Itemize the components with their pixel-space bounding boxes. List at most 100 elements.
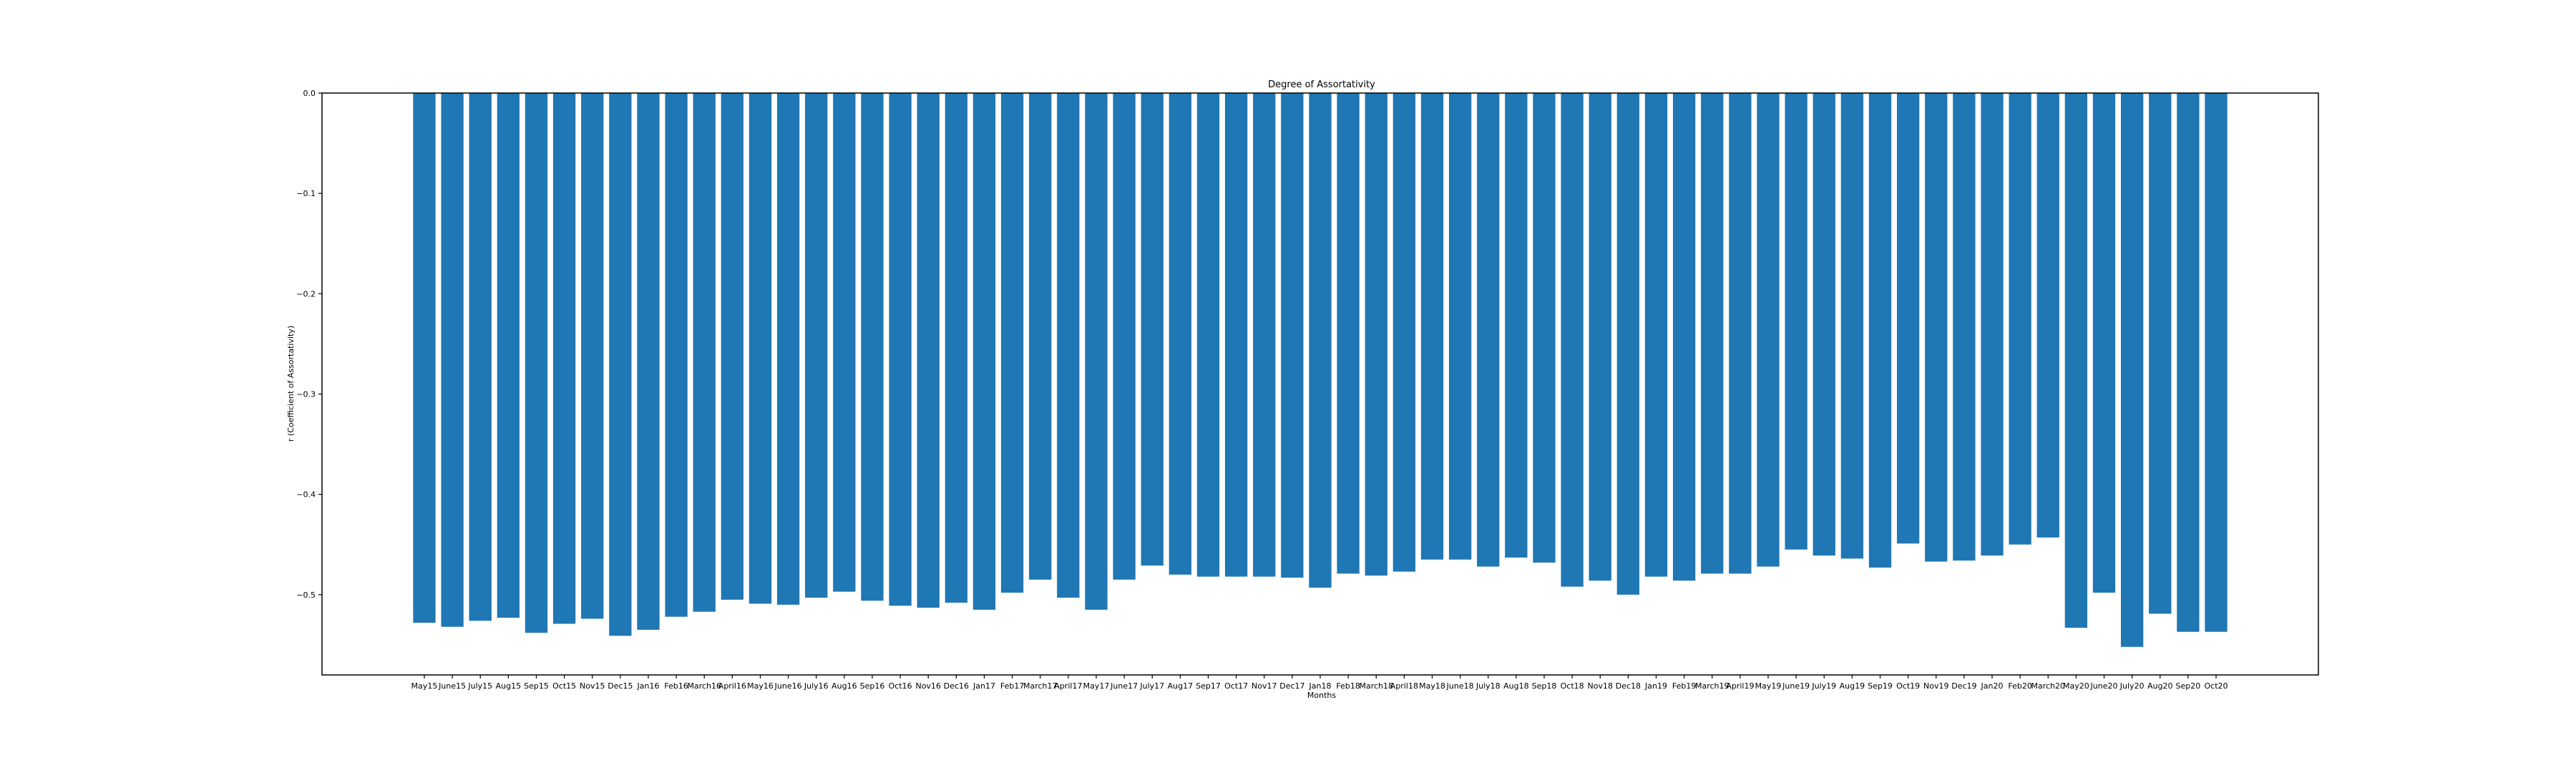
- x-tick-label: March19: [1695, 681, 1729, 691]
- x-tick-label: March16: [687, 681, 721, 691]
- bar-May17: [1085, 93, 1108, 610]
- x-tick-label: June17: [1110, 681, 1138, 691]
- x-tick-label: June18: [1446, 681, 1474, 691]
- x-tick-label: Sep20: [2176, 681, 2201, 691]
- bar-March17: [1029, 93, 1052, 580]
- bar-Dec19: [1953, 93, 1976, 561]
- y-tick-label: −0.2: [296, 289, 316, 298]
- bar-March20: [2036, 93, 2059, 538]
- bar-June19: [1785, 93, 1807, 550]
- x-tick-label: Nov16: [916, 681, 941, 691]
- y-tick-label: −0.1: [296, 189, 316, 198]
- bar-Aug20: [2149, 93, 2172, 614]
- bar-Jan18: [1309, 93, 1332, 588]
- bar-May18: [1420, 93, 1444, 560]
- x-tick-label: Dec18: [1616, 681, 1641, 691]
- x-tick-label: Oct16: [889, 681, 912, 691]
- x-tick-label: July17: [1139, 681, 1164, 691]
- chart-title: Degree of Assortativity: [1268, 79, 1375, 90]
- bar-Jan20: [1981, 93, 2004, 556]
- x-tick-label: Dec15: [608, 681, 633, 691]
- bar-Feb17: [1000, 93, 1024, 593]
- bar-May15: [413, 93, 436, 623]
- x-tick-label: Sep18: [1532, 681, 1557, 691]
- x-tick-label: Nov15: [580, 681, 605, 691]
- bar-Nov15: [581, 93, 604, 619]
- x-tick-label: Oct19: [1896, 681, 1920, 691]
- x-tick-label: Jan20: [1981, 681, 2004, 691]
- bar-Aug17: [1169, 93, 1192, 575]
- x-tick-label: Jan18: [1309, 681, 1332, 691]
- bar-July18: [1477, 93, 1500, 567]
- x-tick-label: May15: [411, 681, 438, 691]
- bar-Nov18: [1589, 93, 1611, 581]
- bar-June16: [776, 93, 800, 605]
- x-tick-label: June16: [774, 681, 802, 691]
- x-tick-label: Sep16: [860, 681, 885, 691]
- bar-July20: [2120, 93, 2144, 647]
- x-tick-label: May20: [2063, 681, 2089, 691]
- plot-frame: [321, 92, 2319, 676]
- x-tick-label: July20: [2119, 681, 2145, 691]
- x-tick-label: Jan19: [1644, 681, 1667, 691]
- bar-June15: [441, 93, 464, 627]
- x-tick-label: April18: [1390, 681, 1418, 691]
- x-tick-label: Aug19: [1840, 681, 1865, 691]
- x-tick-label: Nov17: [1252, 681, 1277, 691]
- x-tick-label: Oct18: [1561, 681, 1584, 691]
- x-tick-label: March17: [1023, 681, 1058, 691]
- x-tick-label: June20: [2090, 681, 2118, 691]
- x-tick-label: Jan16: [637, 681, 660, 691]
- x-tick-label: Jan17: [972, 681, 995, 691]
- x-tick-label: March20: [2031, 681, 2065, 691]
- bar-Oct18: [1561, 93, 1584, 587]
- bar-Sep16: [861, 93, 884, 601]
- bar-Oct15: [552, 93, 576, 624]
- bar-Aug15: [497, 93, 520, 618]
- x-tick-label: Feb20: [2008, 681, 2031, 691]
- bar-Dec16: [945, 93, 968, 603]
- x-axis-ticks: May15 June15 July15 Aug15 Sep15 Oct15 Nov15 Dec…: [411, 675, 2228, 691]
- bar-June18: [1448, 93, 1472, 560]
- x-tick-label: Sep19: [1868, 681, 1893, 691]
- x-tick-label: May18: [1419, 681, 1445, 691]
- bars: [413, 93, 2228, 647]
- x-tick-label: July19: [1811, 681, 1836, 691]
- bar-Oct16: [889, 93, 912, 606]
- x-tick-label: May17: [1083, 681, 1110, 691]
- y-tick-label: −0.5: [296, 590, 316, 600]
- x-tick-label: June15: [438, 681, 466, 691]
- y-axis-label: r (Coefficient of Assortativity): [286, 326, 296, 442]
- bar-Sep20: [2177, 93, 2200, 632]
- x-tick-label: Feb17: [1000, 681, 1024, 691]
- bar-April16: [721, 93, 744, 600]
- bar-Jan16: [637, 93, 660, 630]
- x-tick-label: Oct20: [2204, 681, 2228, 691]
- bar-Dec18: [1616, 93, 1640, 595]
- x-tick-label: March18: [1359, 681, 1393, 691]
- x-tick-label: Dec19: [1951, 681, 1976, 691]
- bar-Sep19: [1868, 93, 1892, 568]
- y-axis-ticks: 0.0 −0.1 −0.2 −0.3 −0.4 −0.5: [296, 89, 322, 600]
- bar-May16: [748, 93, 772, 604]
- bar-Sep15: [525, 93, 548, 633]
- x-tick-label: Oct15: [552, 681, 576, 691]
- bar-June20: [2092, 93, 2116, 593]
- x-tick-label: Aug16: [831, 681, 857, 691]
- bar-April17: [1057, 93, 1080, 598]
- x-tick-label: July18: [1475, 681, 1501, 691]
- bar-Aug18: [1505, 93, 1528, 558]
- x-tick-label: Feb16: [664, 681, 688, 691]
- bar-Oct19: [1896, 93, 1920, 544]
- bar-Oct17: [1224, 93, 1248, 577]
- bar-April19: [1729, 93, 1752, 574]
- x-tick-label: June19: [1782, 681, 1810, 691]
- x-tick-label: Aug20: [2147, 681, 2172, 691]
- bar-Nov17: [1253, 93, 1276, 577]
- x-tick-label: April16: [718, 681, 746, 691]
- bar-Jan17: [972, 93, 996, 610]
- bar-Sep18: [1533, 93, 1556, 563]
- x-tick-label: July15: [467, 681, 492, 691]
- x-tick-label: Feb18: [1336, 681, 1360, 691]
- bar-July15: [469, 93, 492, 621]
